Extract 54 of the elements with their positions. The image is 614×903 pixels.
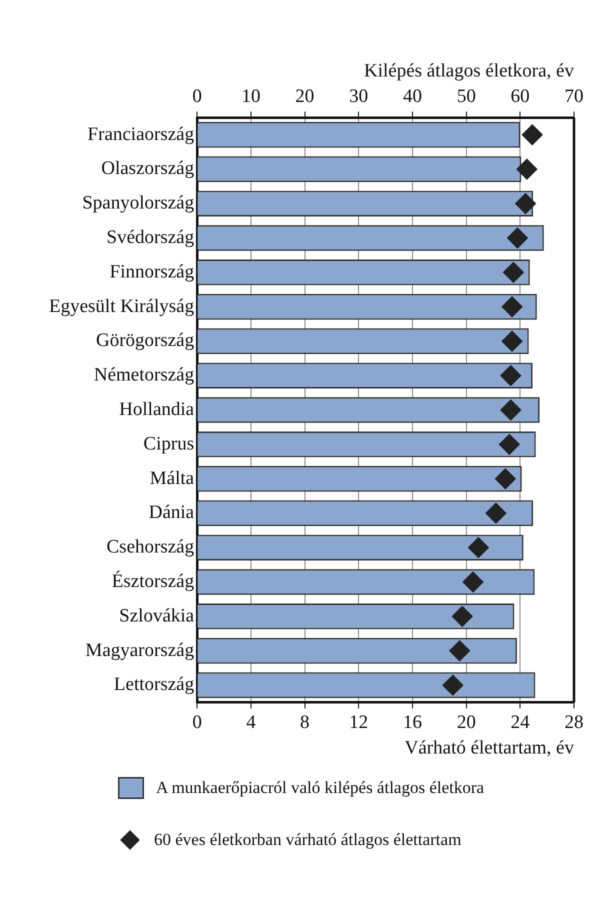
- y-tick-label: Németország: [94, 364, 195, 386]
- y-tick-label: Finnország: [110, 261, 195, 282]
- y-tick-label: Olaszország: [101, 158, 195, 180]
- y-tick-label: Spanyolország: [82, 192, 195, 214]
- x-tick-label: 50: [456, 86, 476, 108]
- point: [500, 365, 522, 386]
- point: [506, 228, 528, 248]
- point: [449, 640, 470, 662]
- y-tick-label: Észtország: [112, 570, 195, 592]
- point: [516, 158, 538, 180]
- point: [494, 468, 516, 490]
- point: [485, 502, 506, 524]
- point: [468, 537, 489, 558]
- point: [442, 674, 464, 696]
- x-axis-title: Kilépés átlagos életkora, év: [364, 60, 574, 82]
- x2-tick-label: 8: [300, 712, 310, 733]
- x-tick-label: 10: [241, 86, 260, 108]
- y-tick-label: Málta: [150, 468, 195, 489]
- x2-tick-label: 24: [510, 712, 530, 733]
- y-tick-label: Hollandia: [119, 398, 195, 420]
- point: [522, 124, 543, 146]
- x-tick-label: 0: [192, 86, 202, 108]
- x-tick-label: 20: [295, 86, 314, 108]
- point: [502, 330, 523, 352]
- y-tick-label: Ciprus: [143, 433, 194, 454]
- x-tick-label: 70: [564, 86, 584, 108]
- y-tick-label: Svédország: [106, 226, 195, 248]
- y-tick-label: Magyarország: [85, 640, 195, 661]
- y-tick-label: Egyesült Királyság: [49, 296, 195, 317]
- x2-tick-label: 4: [246, 712, 256, 733]
- x-tick-label: 40: [402, 86, 422, 108]
- point: [498, 434, 520, 455]
- y-tick-label: Lettország: [114, 674, 195, 696]
- y-tick-label: Görögország: [96, 330, 195, 352]
- legend-label: A munkaerőpiacról való kilépés átlagos életkora: [156, 778, 484, 798]
- x-tick-label: 30: [349, 86, 368, 108]
- x-tick-label: 60: [510, 86, 530, 108]
- point: [462, 572, 484, 592]
- x2-tick-label: 0: [192, 712, 202, 733]
- x2-tick-label: 16: [402, 712, 422, 733]
- y-tick-label: Szlovákia: [119, 605, 195, 626]
- y-tick-label: Csehország: [106, 536, 195, 558]
- point: [452, 606, 473, 627]
- y-tick-label: Dánia: [148, 502, 195, 524]
- x2-tick-label: 12: [349, 712, 368, 733]
- x2-tick-label: 20: [456, 712, 476, 733]
- x2-tick-label: 28: [564, 712, 584, 733]
- point: [500, 400, 522, 420]
- point: [515, 193, 536, 214]
- x2-axis-title: Várható élettartam, év: [404, 738, 574, 759]
- legend-label: 60 éves életkorban várható átlagos élettartam: [154, 830, 462, 850]
- y-tick-label: Franciaország: [88, 124, 195, 145]
- point: [502, 296, 523, 318]
- point: [502, 262, 524, 283]
